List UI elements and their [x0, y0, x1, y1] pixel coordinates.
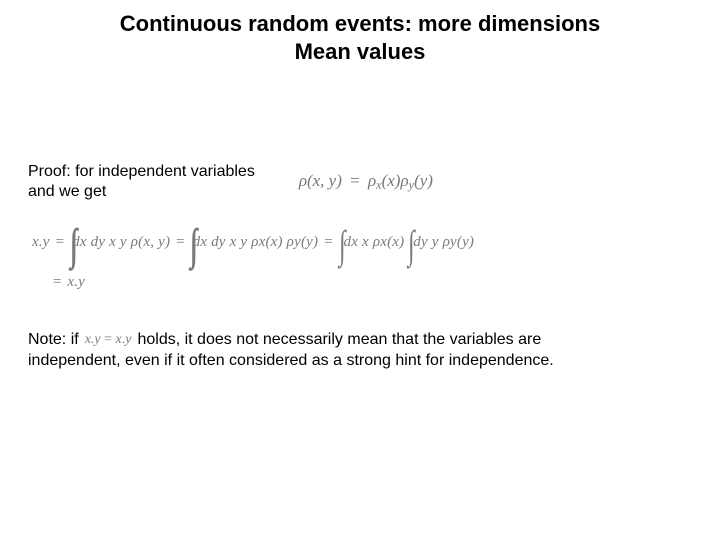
eq-part3-b: dy y ρ — [413, 234, 450, 250]
note-math-ovy: y — [125, 332, 131, 347]
equation-line-1: x.y = ∫∫ dx dy x y ρ(x, y) = ∫∫ dx dy x … — [32, 218, 702, 266]
equation-line-2: = x.y — [32, 268, 702, 296]
rho-lhs: ρ(x, y) — [299, 171, 342, 190]
note-after-math: holds, it does not necessarily mean that… — [137, 330, 541, 351]
main-equation: x.y = ∫∫ dx dy x y ρ(x, y) = ∫∫ dx dy x … — [32, 218, 702, 296]
title-line-2: Mean values — [0, 38, 720, 66]
rho-rhs-b: ρ — [400, 171, 408, 190]
eq-part1: dx dy x y ρ(x, y) — [72, 234, 170, 251]
proof-text: Proof: for independent variables and we … — [28, 162, 255, 202]
eq-part2-a: dx dy x y ρ — [193, 234, 259, 250]
eq-part3-a: dx x ρ — [344, 234, 381, 250]
eq2-eq: = — [52, 274, 67, 291]
eq-part3-end: (y) — [457, 234, 474, 250]
rho-rhs-b-arg: (y) — [414, 171, 433, 190]
eq-part2-sub2: y — [294, 234, 301, 250]
title-line-1: Continuous random events: more dimension… — [0, 10, 720, 38]
note-math-ovxy: x.y — [85, 332, 101, 347]
eq-part2-mid: (x) ρ — [265, 234, 294, 250]
eq-part3-mid: (x) — [387, 234, 404, 250]
note-line-2: independent, even if it often considered… — [28, 351, 692, 372]
eq2-ov-y: y — [78, 274, 85, 290]
eq-part3a: dx x ρx(x) — [344, 234, 405, 251]
note-block: Note: if x.y = x.y holds, it does not ne… — [28, 330, 692, 372]
rho-eq-sign: = — [346, 171, 364, 190]
eq-eq1: = — [50, 234, 70, 251]
eq-eq2: = — [170, 234, 190, 251]
eq-part2: dx dy x y ρx(x) ρy(y) — [193, 234, 319, 251]
eq-part2-end: (y) — [301, 234, 318, 250]
rho-factorization-eq: ρ(x, y) = ρx(x)ρy(y) — [299, 171, 433, 193]
eq-lhs: x.y — [32, 234, 50, 251]
rho-rhs-a: ρ — [368, 171, 376, 190]
proof-row: Proof: for independent variables and we … — [28, 162, 692, 202]
proof-block: Proof: for independent variables and we … — [28, 162, 692, 202]
eq-part3b: dy y ρy(y) — [413, 234, 474, 251]
eq-eq3: = — [318, 234, 338, 251]
note-math-eq: = — [101, 332, 116, 347]
proof-text-a: Proof: for independent variables — [28, 163, 255, 180]
proof-text-b: and we get — [28, 183, 106, 200]
eq-lhs-overline: x.y — [32, 234, 50, 250]
note-math: x.y = x.y — [79, 331, 138, 349]
eq-part3-sub2: y — [450, 234, 457, 250]
rho-rhs-a-arg: (x) — [382, 171, 401, 190]
slide-title: Continuous random events: more dimension… — [0, 10, 720, 65]
eq2-rhs: x.y — [67, 274, 85, 291]
note-prefix: Note: if — [28, 330, 79, 351]
note-line-1: Note: if x.y = x.y holds, it does not ne… — [28, 330, 692, 351]
slide: Continuous random events: more dimension… — [0, 0, 720, 540]
